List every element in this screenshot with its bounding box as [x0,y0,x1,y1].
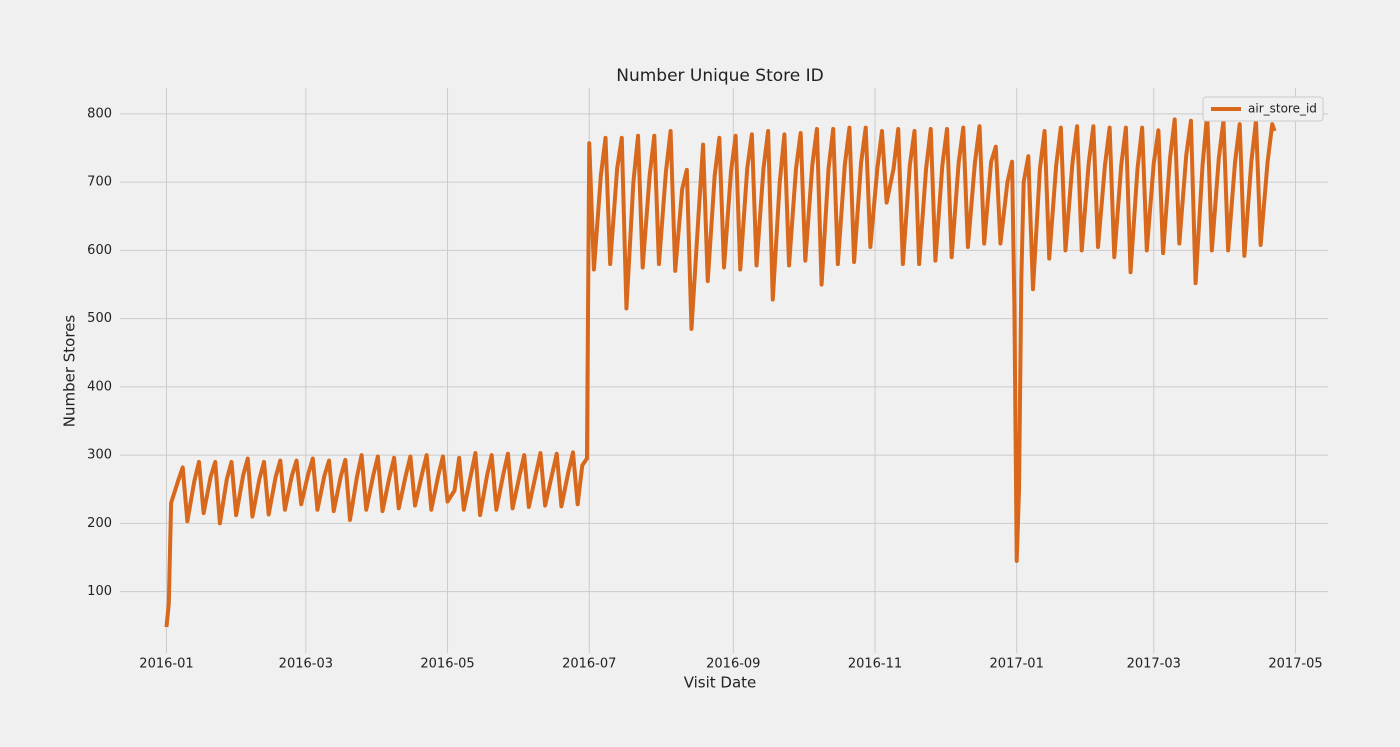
legend-label: air_store_id [1248,102,1317,116]
y-tick-label: 500 [87,311,112,326]
y-tick-label: 800 [87,106,112,121]
y-tick-label: 400 [87,379,112,394]
chart-title: Number Unique Store ID [616,66,824,86]
x-tick-label: 2016-09 [706,657,760,672]
data-line [164,111,1277,628]
x-tick-label: 2017-05 [1268,657,1322,672]
y-axis-label: Number Stores [61,315,79,428]
legend-box [1202,96,1324,122]
y-tick-label: 300 [87,448,112,463]
y-tick-label: 700 [87,175,112,190]
x-tick-label: 2016-05 [420,657,474,672]
x-tick-label: 2017-01 [990,657,1044,672]
x-tick-label: 2017-03 [1127,657,1181,672]
y-tick-label: 200 [87,516,112,531]
x-tick-label: 2016-01 [139,657,193,672]
y-tick-label: 600 [87,243,112,258]
x-tick-label: 2016-11 [848,657,902,672]
y-tick-label: 100 [87,584,112,599]
x-axis-label: Visit Date [684,674,757,692]
x-tick-label: 2016-03 [279,657,333,672]
x-tick-label: 2016-07 [562,657,616,672]
